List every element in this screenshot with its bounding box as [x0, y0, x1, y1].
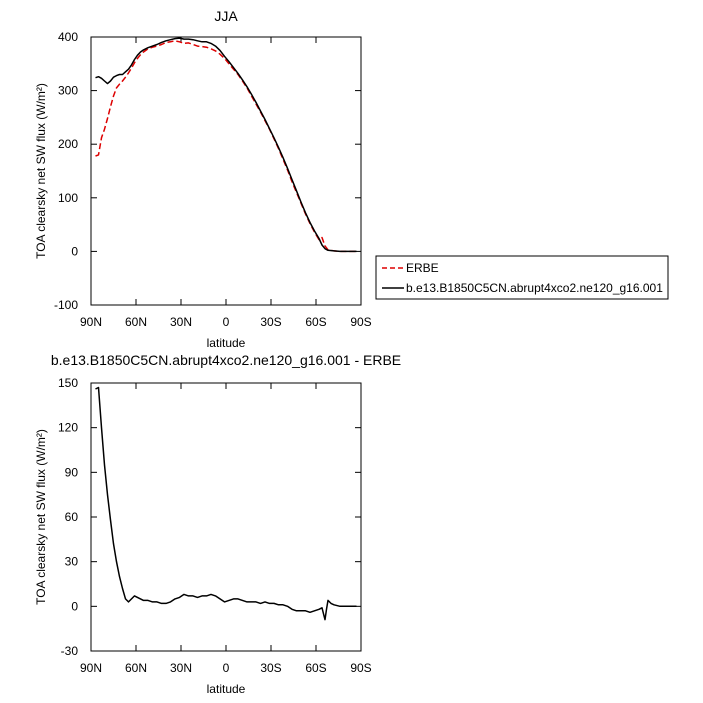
legend-label-model: b.e13.B1850C5CN.abrupt4xco2.ne120_g16.00… — [406, 281, 663, 295]
x-tick-label: 60S — [305, 661, 326, 675]
x-tick-label: 90S — [350, 661, 371, 675]
y-tick-label: 120 — [58, 421, 78, 435]
bottom-chart-title: b.e13.B1850C5CN.abrupt4xco2.ne120_g16.00… — [51, 352, 401, 368]
x-tick-label: 90N — [80, 315, 102, 329]
legend-frame — [375, 255, 669, 300]
top-panel: JJA 90N 60N 30N 0 30S 60S 90S -100 0 100 200 300 400… — [34, 8, 372, 350]
y-tick-label: 400 — [58, 30, 78, 44]
bottom-axis-ticks: 90N 60N 30N 0 30S 60S 90S -30 0 30 60 90 120 150 — [58, 376, 372, 675]
y-tick-label: 90 — [65, 465, 79, 479]
legend-label-erbe: ERBE — [406, 261, 439, 275]
y-tick-label: -30 — [61, 644, 79, 658]
y-tick-label: 100 — [58, 191, 78, 205]
x-tick-label: 60N — [125, 315, 147, 329]
x-tick-label: 90S — [350, 315, 371, 329]
y-tick-label: 300 — [58, 84, 78, 98]
x-tick-label: 30S — [260, 315, 281, 329]
bottom-plot-frame — [90, 382, 362, 652]
y-tick-label: 0 — [71, 599, 78, 613]
x-tick-label: 30N — [170, 315, 192, 329]
series-line-model — [95, 386, 357, 621]
bottom-series-group — [95, 386, 357, 621]
y-tick-label: 0 — [71, 244, 78, 258]
bottom-x-axis-label: latitude — [207, 682, 246, 696]
x-tick-label: 60S — [305, 315, 326, 329]
bottom-y-axis-label: TOA clearsky net SW flux (W/m²) — [34, 429, 48, 605]
x-tick-label: 90N — [80, 661, 102, 675]
x-tick-label: 60N — [125, 661, 147, 675]
top-plot-frame — [90, 36, 362, 306]
top-y-axis-label: TOA clearsky net SW flux (W/m²) — [34, 83, 48, 259]
top-axis-ticks: 90N 60N 30N 0 30S 60S 90S -100 0 100 200 300 400 — [54, 30, 372, 329]
y-tick-label: 30 — [65, 555, 79, 569]
y-tick-label: 200 — [58, 137, 78, 151]
y-tick-label: 150 — [58, 376, 78, 390]
bottom-panel: b.e13.B1850C5CN.abrupt4xco2.ne120_g16.00… — [34, 352, 401, 696]
x-tick-label: 0 — [223, 315, 230, 329]
top-x-axis-label: latitude — [207, 336, 246, 350]
series-line-erbe — [95, 40, 357, 253]
top-chart-title: JJA — [214, 8, 238, 24]
y-tick-label: 60 — [65, 510, 79, 524]
top-series-group — [95, 37, 357, 253]
legend: ERBE b.e13.B1850C5CN.abrupt4xco2.ne120_g… — [375, 255, 669, 300]
x-tick-label: 30N — [170, 661, 192, 675]
y-tick-label: -100 — [54, 298, 78, 312]
x-tick-label: 30S — [260, 661, 281, 675]
x-tick-label: 0 — [223, 661, 230, 675]
series-line-model — [95, 37, 357, 253]
